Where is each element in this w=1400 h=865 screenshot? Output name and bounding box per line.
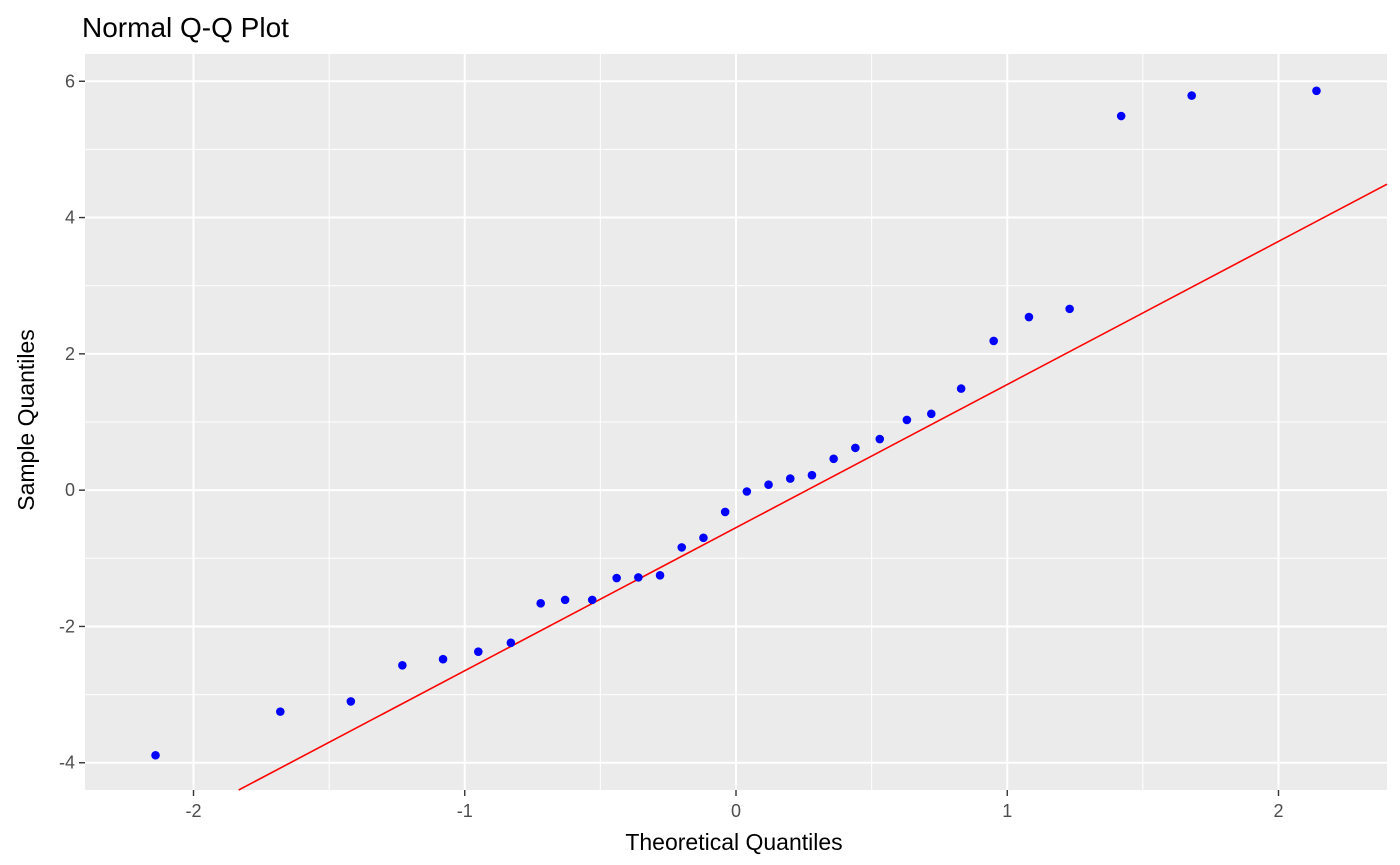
x-tick-label: -2 xyxy=(185,801,201,821)
data-point xyxy=(989,336,998,346)
x-tick-label: 1 xyxy=(1002,801,1012,821)
plot-panel xyxy=(85,54,1388,791)
data-point xyxy=(655,571,665,580)
data-point xyxy=(276,707,285,716)
data-point xyxy=(587,595,597,605)
data-point xyxy=(956,384,966,393)
y-tick-label: 4 xyxy=(65,208,75,228)
data-point xyxy=(1116,111,1126,121)
data-point xyxy=(1024,312,1034,322)
data-points xyxy=(151,86,1321,760)
data-point xyxy=(1312,86,1321,96)
data-point xyxy=(346,697,356,706)
data-point xyxy=(1065,304,1074,314)
data-point xyxy=(1187,91,1196,100)
data-point xyxy=(474,647,483,656)
data-point xyxy=(438,654,448,664)
data-point xyxy=(807,470,817,480)
data-point xyxy=(634,573,643,582)
data-point xyxy=(785,474,795,483)
data-point xyxy=(151,750,160,760)
reference-line xyxy=(238,183,1388,791)
data-point xyxy=(612,573,621,583)
data-point xyxy=(506,638,516,648)
x-tick-label: 2 xyxy=(1273,801,1283,821)
y-tick-label: 2 xyxy=(65,344,75,364)
data-point xyxy=(677,543,687,552)
data-point xyxy=(742,487,752,496)
data-point xyxy=(902,415,912,425)
data-point xyxy=(560,595,570,605)
y-tick-label: -4 xyxy=(59,753,75,773)
y-axis-title: Sample Quantiles xyxy=(13,329,39,511)
data-point xyxy=(398,660,407,670)
x-tick-label: 0 xyxy=(731,801,741,821)
data-point xyxy=(851,443,860,453)
data-point xyxy=(699,533,708,543)
x-axis-title: Theoretical Quantiles xyxy=(625,829,842,855)
data-point xyxy=(829,454,838,464)
data-point xyxy=(875,434,885,444)
data-point xyxy=(764,480,773,489)
reference-line-group xyxy=(238,183,1388,791)
y-tick-label: 6 xyxy=(65,71,75,91)
data-point xyxy=(536,598,545,608)
major-gridlines xyxy=(85,54,1387,790)
y-tick-label: 0 xyxy=(65,480,75,500)
y-axis: -4 -2 0 2 4 6 xyxy=(59,71,85,773)
chart-title: Normal Q-Q Plot xyxy=(82,12,289,43)
x-axis: -2 -1 0 1 2 xyxy=(185,790,1284,821)
x-tick-label: -1 xyxy=(457,801,473,821)
y-tick-label: -2 xyxy=(59,616,75,636)
data-point xyxy=(720,507,730,517)
data-point xyxy=(927,409,936,419)
